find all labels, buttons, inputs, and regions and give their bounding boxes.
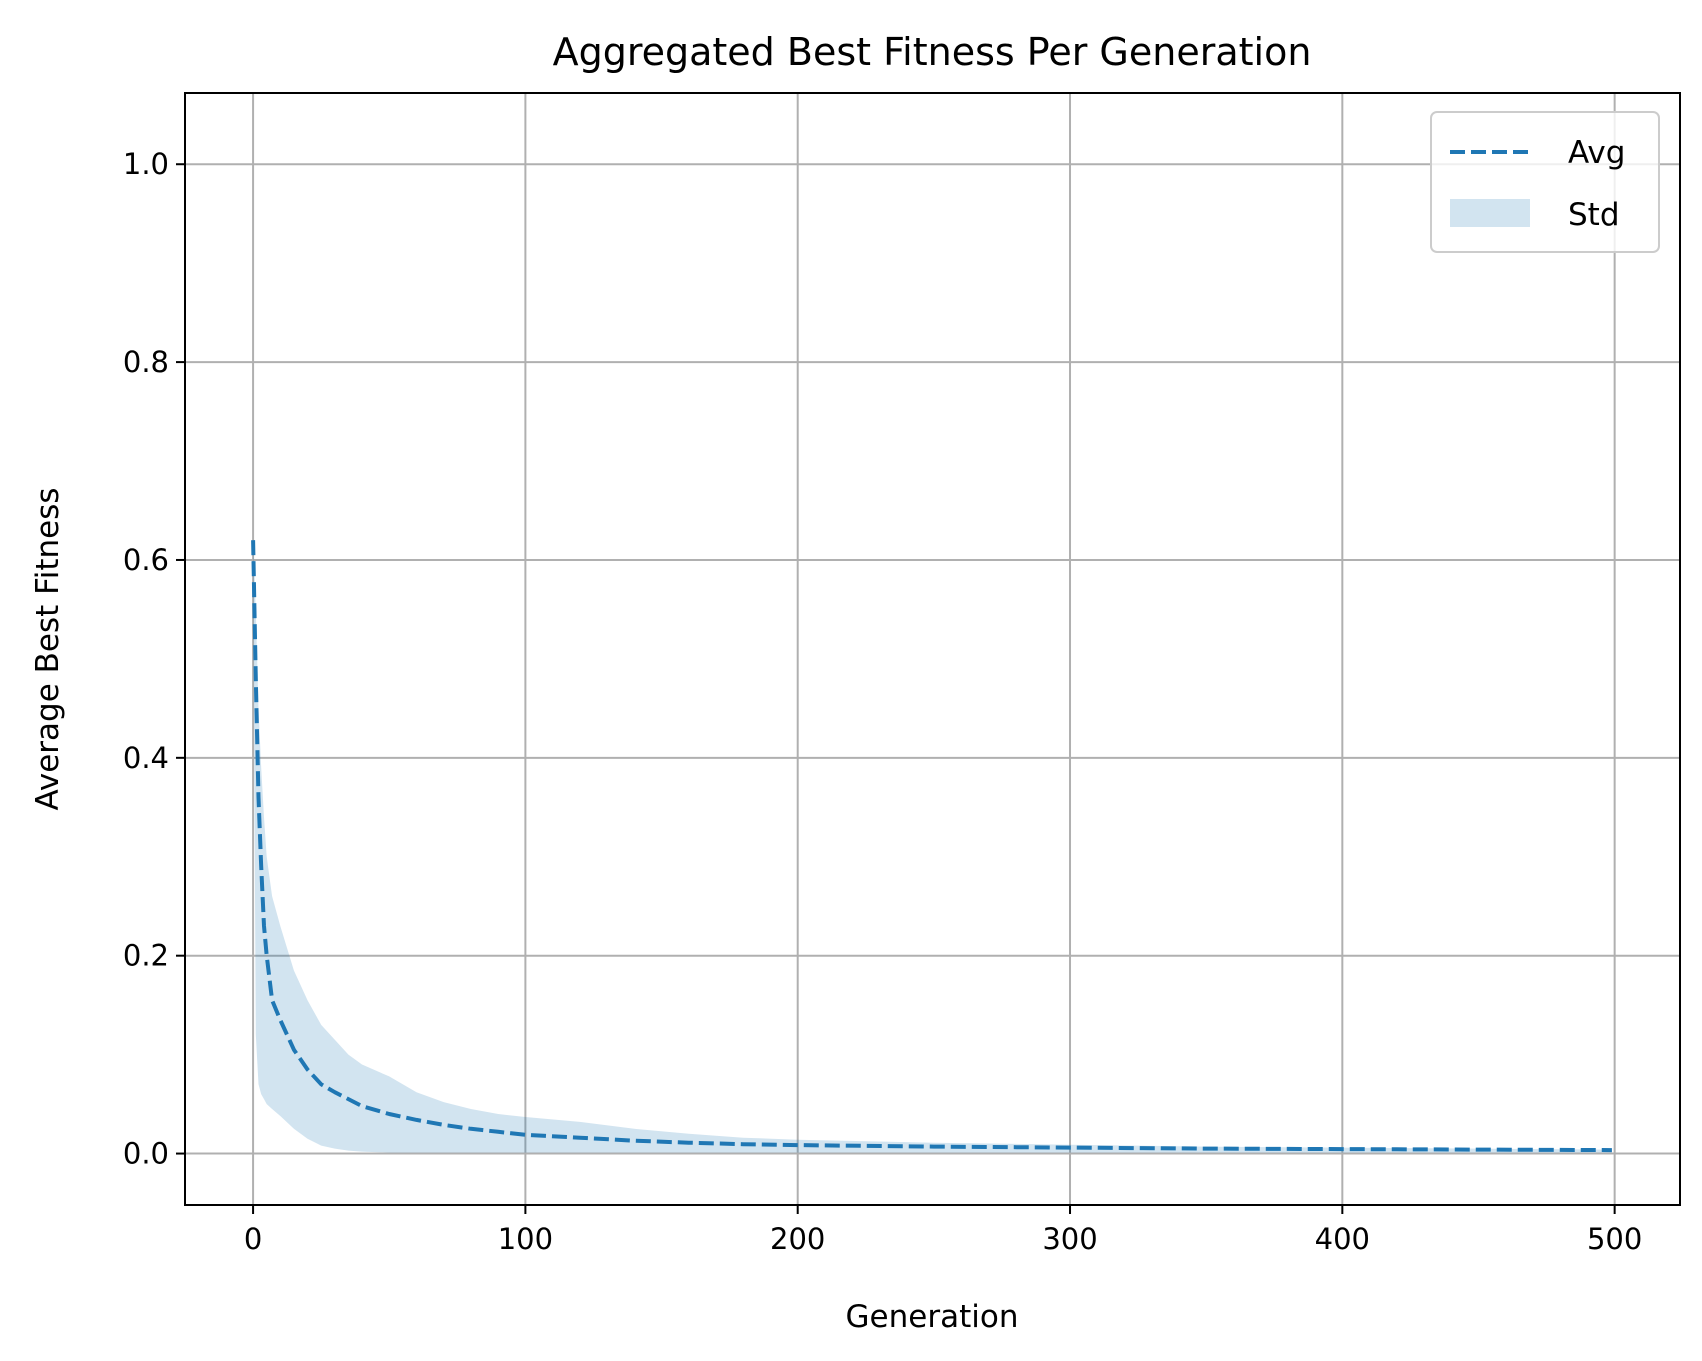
x-tick-label: 300 xyxy=(1042,1222,1097,1256)
x-tick-label: 200 xyxy=(770,1222,825,1256)
y-tick-label: 1.0 xyxy=(123,147,169,181)
std-band-layer xyxy=(253,540,1612,1153)
chart-title: Aggregated Best Fitness Per Generation xyxy=(553,30,1312,74)
grid xyxy=(185,93,1680,1205)
x-tick-label: 400 xyxy=(1315,1222,1370,1256)
std-band xyxy=(253,540,1612,1153)
legend: Avg Std xyxy=(1430,111,1660,253)
y-tick-label: 0.8 xyxy=(123,345,169,379)
legend-std-label: Std xyxy=(1568,197,1620,233)
y-tick-label: 0.0 xyxy=(123,1137,169,1171)
legend-std-swatch xyxy=(1450,199,1530,227)
y-axis: 0.0 0.2 0.4 0.6 0.8 1.0 xyxy=(123,147,185,1171)
legend-avg-label: Avg xyxy=(1568,135,1625,171)
x-axis: 0 100 200 300 400 500 xyxy=(244,1205,1642,1256)
y-axis-label: Average Best Fitness xyxy=(30,487,66,810)
legend-box xyxy=(1430,111,1660,253)
y-tick-label: 0.6 xyxy=(123,543,169,577)
avg-line-layer xyxy=(251,540,1612,1153)
y-tick-label: 0.4 xyxy=(123,741,169,775)
y-tick-label: 0.2 xyxy=(123,939,169,973)
x-tick-label: 0 xyxy=(244,1222,262,1256)
avg-line xyxy=(251,540,1612,1153)
x-tick-label: 100 xyxy=(498,1222,553,1256)
x-axis-label: Generation xyxy=(846,1299,1019,1335)
plot-frame xyxy=(184,92,1681,1206)
x-tick-label: 500 xyxy=(1587,1222,1642,1256)
